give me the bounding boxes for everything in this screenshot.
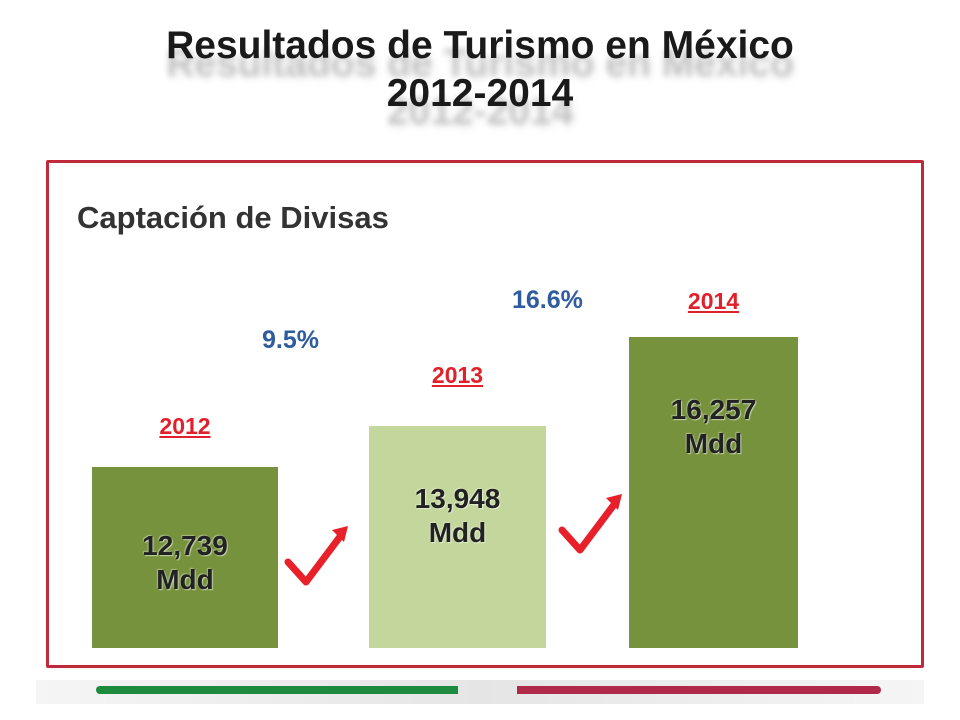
growth-label: 16.6%	[512, 286, 583, 314]
slide-title: Resultados de Turismo en México 2012-201…	[0, 22, 960, 118]
bar-unit: Mdd	[684, 428, 743, 459]
year-label-2012: 2012	[159, 413, 211, 439]
bar-value-label: 12,739 Mdd	[92, 529, 278, 597]
bar-2012: 12,739 Mdd	[92, 467, 278, 648]
footer-bar-red	[517, 686, 881, 694]
bar-value-label: 13,948 Mdd	[369, 482, 546, 550]
footer-bar-green	[96, 686, 458, 694]
bar-value: 13,948	[414, 483, 501, 514]
bar-value-label: 16,257 Mdd	[629, 393, 798, 461]
checkmark-icon	[558, 494, 622, 554]
bar-unit: Mdd	[156, 564, 214, 595]
checkmark-icon	[284, 526, 348, 586]
bar-2014: 16,257 Mdd	[629, 337, 798, 648]
year-label-2013: 2013	[431, 362, 484, 388]
bar-value: 16,257	[670, 394, 757, 425]
slide-title-line-2: 2012-2014	[386, 72, 574, 115]
year-label-2014: 2014	[687, 288, 740, 314]
section-title: Captación de Divisas	[77, 200, 389, 235]
slide-title-line-1: Resultados de Turismo en México	[166, 24, 794, 67]
bar-2013: 13,948 Mdd	[369, 426, 546, 648]
chart-frame	[46, 160, 924, 668]
bar-value: 12,739	[142, 530, 228, 561]
bar-unit: Mdd	[428, 517, 487, 548]
growth-label: 9.5%	[262, 326, 319, 354]
